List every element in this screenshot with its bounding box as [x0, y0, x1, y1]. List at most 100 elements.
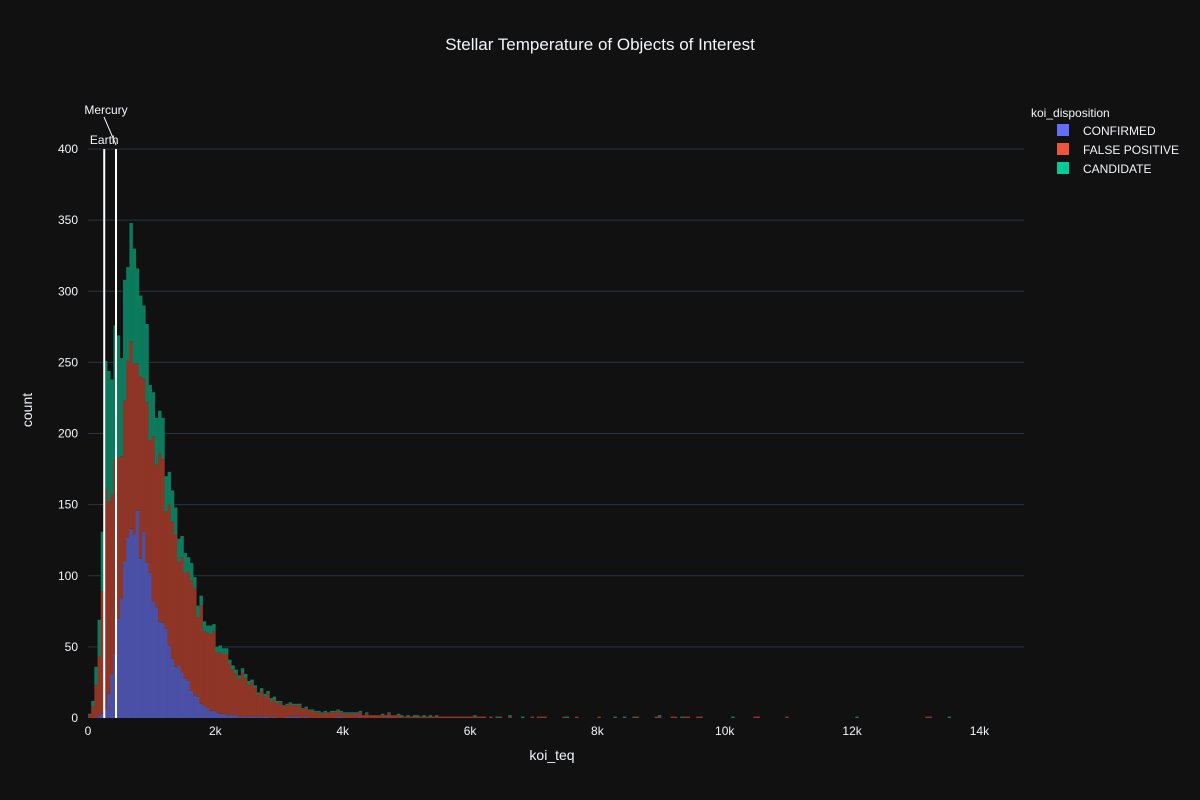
bar-candidate-186 — [680, 716, 684, 718]
bar-confirmed-11 — [123, 561, 127, 718]
bar-false-positive-64 — [291, 705, 296, 717]
bar-false-positive-37 — [205, 632, 210, 709]
bar-false-positive-192 — [699, 716, 703, 718]
bar-false-positive-139 — [530, 716, 535, 718]
bar-false-positive-85 — [358, 712, 363, 717]
bar-candidate-14 — [132, 248, 137, 364]
bar-candidate-56 — [266, 690, 270, 694]
bar-false-positive-34 — [196, 617, 200, 697]
bar-false-positive-11 — [123, 400, 127, 562]
bar-candidate-80 — [342, 712, 347, 714]
bar-candidate-32 — [189, 562, 194, 581]
bar-candidate-44 — [228, 659, 232, 664]
earth-annotation: Earth — [90, 133, 119, 147]
y-tick-label-150: 150 — [58, 498, 78, 512]
bar-confirmed-18 — [145, 562, 149, 718]
bar-candidate-45 — [231, 665, 235, 670]
bar-false-positive-129 — [498, 716, 503, 718]
bar-false-positive-104 — [419, 716, 423, 718]
bar-false-positive-7 — [110, 494, 114, 674]
bar-candidate-21 — [154, 417, 159, 465]
bar-confirmed-94 — [387, 716, 391, 718]
bar-false-positive-39 — [212, 631, 216, 711]
bar-false-positive-142 — [540, 716, 544, 718]
bar-candidate-19 — [148, 385, 152, 441]
bar-confirmed-3 — [97, 715, 102, 718]
bar-false-positive-99 — [403, 716, 407, 718]
legend-item-confirmed[interactable]: CONFIRMED — [1057, 124, 1156, 138]
bar-false-positive-132 — [508, 716, 512, 718]
bar-false-positive-73 — [320, 713, 324, 718]
legend-swatch-candidate — [1057, 162, 1069, 174]
bar-candidate-270 — [947, 716, 952, 718]
bar-candidate-5 — [103, 360, 108, 488]
bar-candidate-50 — [247, 681, 251, 686]
bar-candidate-241 — [855, 716, 859, 718]
bar-confirmed-9 — [116, 618, 121, 718]
bar-false-positive-68 — [304, 708, 308, 717]
bar-candidate-87 — [364, 712, 369, 714]
bar-candidate-13 — [129, 222, 133, 342]
bar-candidate-38 — [208, 625, 213, 635]
bar-confirmed-58 — [272, 716, 277, 718]
bar-false-positive-60 — [279, 702, 283, 718]
bar-false-positive-121 — [473, 716, 477, 718]
bar-confirmed-43 — [224, 715, 229, 718]
y-tick-label-350: 350 — [58, 213, 78, 227]
bar-confirmed-47 — [237, 716, 242, 718]
bar-candidate-49 — [244, 673, 248, 679]
bar-false-positive-71 — [314, 712, 318, 718]
bar-false-positive-51 — [250, 682, 254, 717]
bar-false-positive-24 — [164, 511, 168, 629]
bar-false-positive-57 — [269, 700, 273, 718]
y-axis-title: count — [19, 393, 35, 427]
bar-candidate-41 — [218, 645, 223, 653]
legend-item-candidate[interactable]: CANDIDATE — [1057, 162, 1151, 176]
bar-candidate-2 — [94, 666, 98, 686]
bar-false-positive-179 — [657, 716, 662, 718]
x-tick-label-14k: 14k — [970, 724, 990, 738]
bar-confirmed-13 — [129, 528, 133, 718]
bar-false-positive-2 — [94, 685, 98, 718]
bar-false-positive-18 — [145, 402, 149, 563]
bar-false-positive-264 — [928, 716, 932, 718]
bar-confirmed-38 — [208, 710, 213, 718]
bar-false-positive-55 — [263, 696, 267, 717]
bar-false-positive-83 — [352, 713, 356, 718]
bar-confirmed-36 — [202, 705, 207, 718]
bar-candidate-109 — [435, 715, 439, 717]
bar-candidate-92 — [380, 713, 385, 716]
bar-false-positive-100 — [406, 716, 410, 718]
bar-candidate-17 — [142, 305, 146, 379]
bar-false-positive-23 — [161, 459, 165, 623]
legend-item-false-positive[interactable]: FALSE POSITIVE — [1057, 143, 1179, 157]
bar-confirmed-23 — [161, 622, 165, 718]
bar-candidate-132 — [508, 715, 512, 717]
bar-false-positive-5 — [103, 487, 108, 710]
bar-confirmed-19 — [148, 572, 152, 718]
bar-confirmed-24 — [164, 628, 168, 718]
bar-confirmed-33 — [193, 695, 197, 718]
bar-candidate-11 — [123, 279, 127, 401]
bar-candidate-54 — [259, 688, 264, 691]
bar-candidate-82 — [349, 712, 353, 714]
bar-false-positive-110 — [438, 716, 442, 718]
x-axis-title: koi_teq — [529, 747, 574, 763]
chart-title: Stellar Temperature of Objects of Intere… — [445, 35, 755, 54]
bar-confirmed-41 — [218, 713, 223, 718]
bar-candidate-43 — [224, 648, 229, 654]
bar-candidate-3 — [97, 619, 102, 657]
bar-false-positive-26 — [170, 521, 175, 659]
bar-false-positive-0 — [88, 715, 92, 718]
bar-false-positive-10 — [119, 456, 124, 599]
bar-false-positive-65 — [294, 705, 299, 717]
bar-candidate-168 — [622, 716, 627, 718]
bar-false-positive-149 — [562, 716, 566, 718]
bar-false-positive-33 — [193, 588, 197, 696]
bar-confirmed-7 — [110, 673, 114, 718]
bar-false-positive-111 — [441, 716, 445, 718]
bar-confirmed-27 — [173, 666, 178, 718]
bar-candidate-69 — [307, 709, 312, 711]
bar-false-positive-78 — [336, 710, 340, 717]
